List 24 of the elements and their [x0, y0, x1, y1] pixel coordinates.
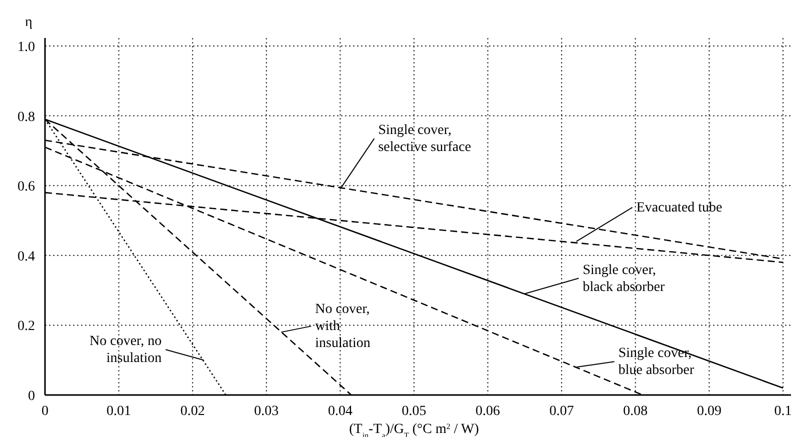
annotation: Single cover, blue absorber — [618, 346, 694, 378]
x-tick-label: 0.03 — [254, 404, 279, 419]
x-tick-label: 0.02 — [180, 404, 205, 419]
annotation: No cover, no insulation — [90, 334, 162, 366]
x-tick-label: 0 — [42, 404, 48, 419]
y-tick-label: 0 — [28, 389, 35, 404]
y-tick-label: 0.8 — [18, 110, 35, 125]
x-tick-label: 0.06 — [476, 404, 500, 419]
x-tick-label: 0.07 — [549, 404, 574, 419]
annotation: Single cover, selective surface — [378, 123, 472, 156]
annotation: Evacuated tube — [636, 200, 722, 216]
x-tick-label: 0.04 — [328, 404, 352, 419]
x-tick-label: 0.05 — [402, 404, 426, 419]
x-tick-label: 0.08 — [623, 404, 648, 419]
annotation: Single cover, black absorber — [582, 262, 666, 295]
x-tick-label: 0.01 — [106, 404, 132, 419]
y-tick-label: 0.4 — [18, 249, 35, 264]
y-tick-label: 0.6 — [18, 180, 35, 195]
annotation: No cover, with insulation — [315, 302, 370, 352]
x-tick-label: 0.09 — [696, 404, 722, 419]
x-tick-label: 0.1 — [774, 404, 792, 419]
y-tick-label: 0.2 — [18, 319, 35, 334]
y-tick-label: 1.0 — [18, 40, 35, 55]
y-axis-title: η — [25, 15, 32, 30]
